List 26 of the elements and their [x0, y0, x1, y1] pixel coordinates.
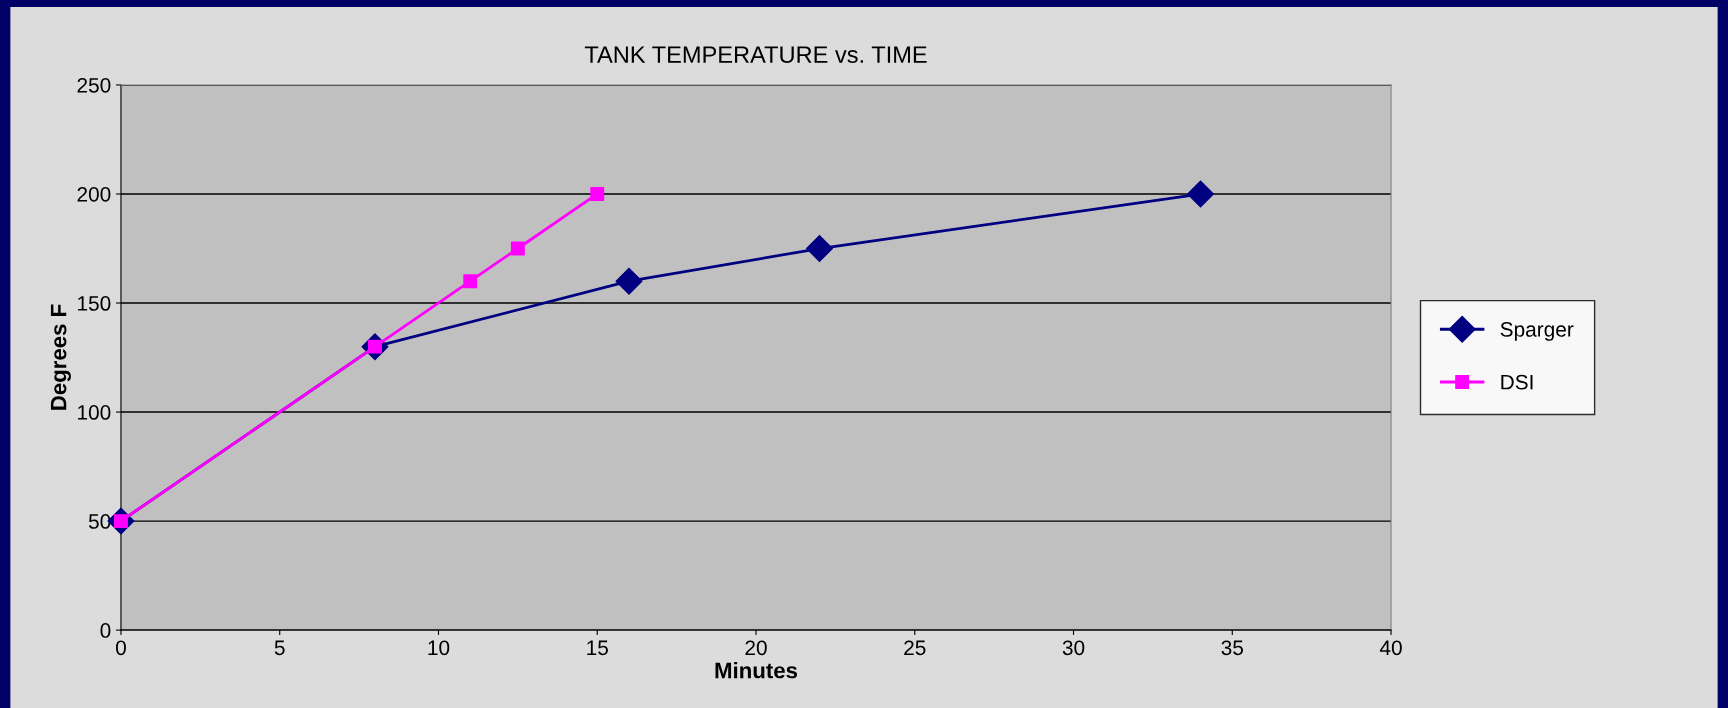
point — [463, 274, 478, 289]
x-tick-label: 40 — [1379, 640, 1402, 656]
y-tick-label: 200 — [77, 186, 111, 202]
point — [1187, 180, 1214, 208]
legend-label: Sparger — [1500, 322, 1574, 341]
y-tick-label: 100 — [78, 405, 111, 420]
y-tick-label: 250 — [77, 77, 111, 93]
x-tick-label: 15 — [587, 640, 608, 656]
point — [615, 267, 643, 295]
y-tick-label: 50 — [88, 514, 111, 529]
x-tick-label: 5 — [274, 640, 285, 656]
legend-label: DSI — [1501, 374, 1533, 390]
x-tick-label: 25 — [904, 640, 926, 656]
x-tick-label: 20 — [745, 640, 767, 656]
point — [806, 235, 833, 262]
point — [510, 241, 525, 256]
x-tick-label: 10 — [428, 640, 450, 656]
x-tick-label: 0 — [115, 640, 126, 656]
chart-title: TANK TEMPERATURE vs. TIME — [584, 46, 927, 63]
x-tick-label: 35 — [1221, 640, 1243, 656]
x-tick-label: 30 — [1062, 640, 1085, 656]
y-tick-label: 0 — [100, 623, 111, 638]
y-tick-label: 150 — [78, 296, 111, 311]
x-axis-title: Minutes — [715, 662, 798, 679]
y-axis-title: Degrees F — [50, 304, 71, 410]
point — [590, 187, 605, 201]
